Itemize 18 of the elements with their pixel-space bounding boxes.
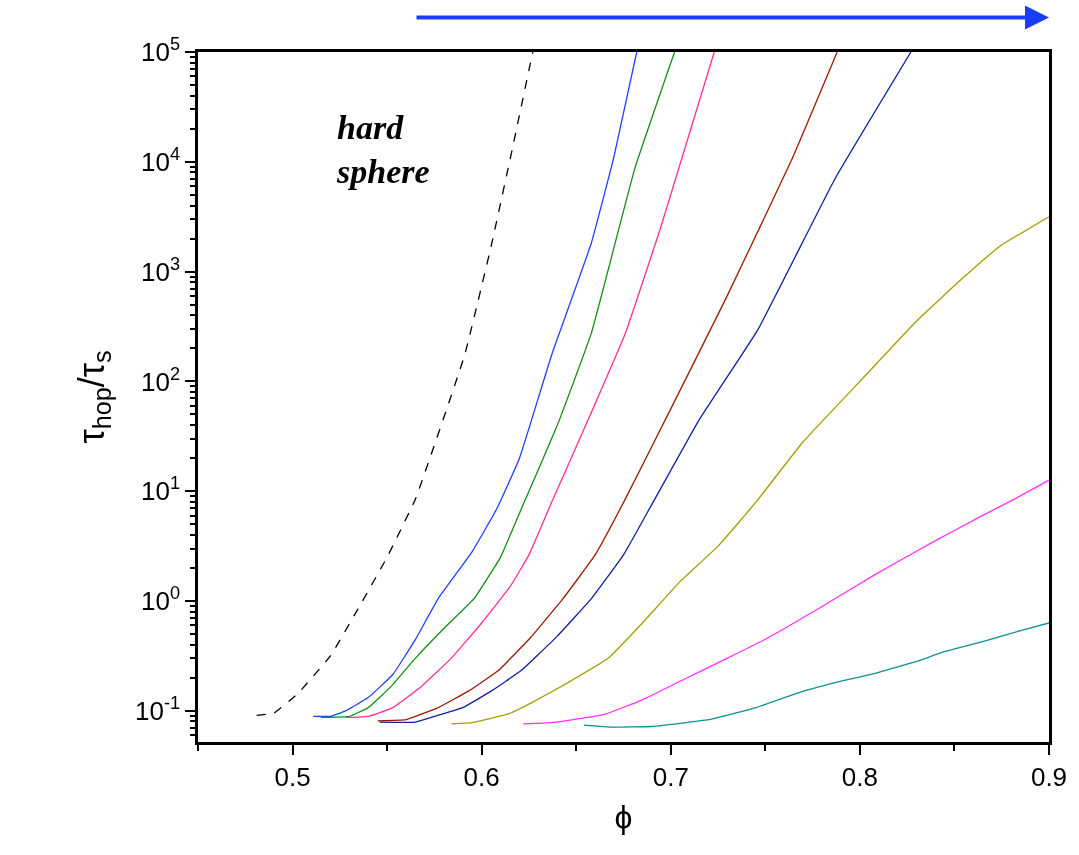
y-tick-label: 10$^{5}$ [141, 34, 181, 68]
y-tick-label: 10$^{2}$ [141, 363, 181, 397]
line-series [255, 52, 534, 716]
x-tick-label: 0.6 [463, 761, 500, 792]
line-series [583, 622, 1049, 728]
line-series [522, 479, 1049, 725]
y-tick-label: 10$^{-1}$ [134, 693, 181, 726]
x-tick-label: 0.7 [652, 761, 689, 792]
x-tick-label: 0.5 [274, 761, 311, 792]
y-tick-label: 10$^{0}$ [141, 583, 181, 617]
y-tick-label: 10$^{1}$ [141, 473, 181, 507]
y-tick-label: 10$^{3}$ [141, 253, 181, 287]
x-tick-label: 0.9 [1030, 761, 1068, 792]
x-tick-label: 0.8 [841, 761, 878, 792]
x-axis-title: ϕ [614, 798, 633, 835]
annotation: hard sphere [336, 109, 430, 191]
line-series [450, 216, 1049, 725]
y-tick-label: 10$^{4}$ [141, 143, 181, 177]
